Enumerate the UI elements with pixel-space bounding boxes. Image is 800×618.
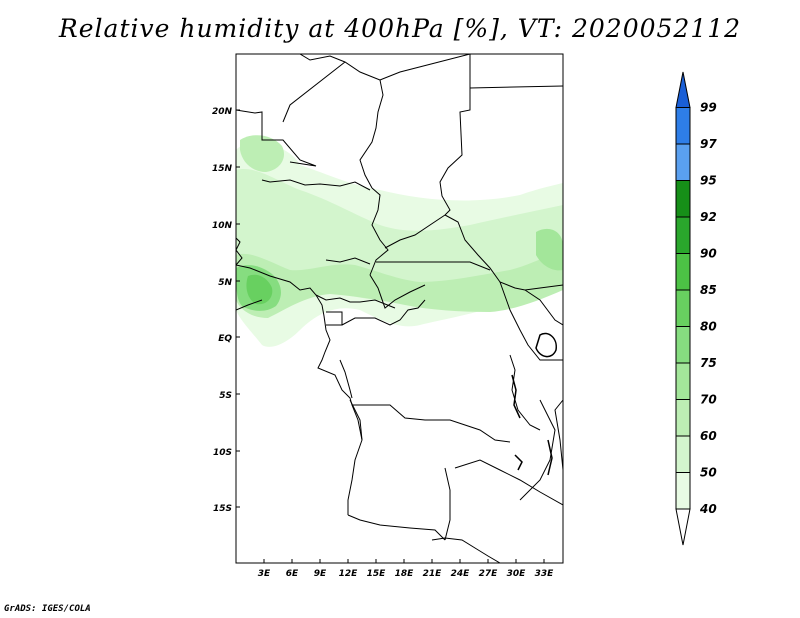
humidity-zone-60 <box>236 250 563 318</box>
colorbar-cell <box>675 253 691 291</box>
lon-tick-label: 27E <box>479 569 499 579</box>
colorbar-cell <box>675 289 691 327</box>
lat-tick-label: 15N <box>212 164 233 174</box>
colorbar-level-label: 70 <box>700 393 717 407</box>
lon-tick-label: 24E <box>451 569 471 579</box>
lon-tick-label: 6E <box>286 569 299 579</box>
colorbar-cell <box>675 435 691 473</box>
colorbar-cell <box>675 143 691 181</box>
lon-tick-label: 33E <box>535 569 555 579</box>
colorbar-level-label: 80 <box>700 320 717 334</box>
lon-tick-label: 3E <box>258 569 271 579</box>
colorbar-cell <box>675 362 691 400</box>
colorbar-cell <box>675 107 691 145</box>
lon-tick-label: 15E <box>367 569 387 579</box>
colorbar-cell <box>675 180 691 218</box>
colorbar-level-label: 40 <box>699 502 717 516</box>
lat-tick-label: 15S <box>213 504 232 514</box>
colorbar-cell <box>675 472 691 510</box>
colorbar-labels: 40 50 60 70 75 80 85 90 92 95 97 99 <box>699 101 717 517</box>
colorbar-level-label: 50 <box>700 466 717 480</box>
lon-tick-label: 9E <box>314 569 327 579</box>
chart-title: Relative humidity at 400hPa [%], VT: 202… <box>58 14 742 43</box>
lon-tick-label: 21E <box>423 569 443 579</box>
colorbar-cell <box>675 71 691 108</box>
colorbar-level-label: 92 <box>700 210 717 224</box>
grads-credit: GrADS: IGES/COLA <box>4 604 91 614</box>
lon-ticks <box>263 559 545 563</box>
lon-tick-label: 12E <box>339 569 359 579</box>
colorbar-level-label: 85 <box>700 283 717 297</box>
humidity-zone-north-patch <box>240 135 285 172</box>
humidity-zone-80 <box>246 274 273 305</box>
colorbar-level-label: 99 <box>700 101 717 115</box>
lat-tick-label: 10S <box>213 448 232 458</box>
colorbar-cell <box>675 508 691 546</box>
colorbar-level-label: 90 <box>700 247 717 261</box>
country-borders <box>236 54 563 563</box>
colorbar-cell <box>675 399 691 437</box>
map-frame <box>235 53 564 564</box>
colorbar-cells <box>675 71 691 546</box>
colorbar-level-label: 60 <box>700 429 717 443</box>
lakes <box>511 332 557 476</box>
lon-tick-label: 30E <box>507 569 527 579</box>
colorbar-cell <box>675 216 691 254</box>
lat-ticks <box>236 109 240 508</box>
colorbar-level-label: 95 <box>700 174 717 188</box>
lat-tick-label: EQ <box>218 334 232 344</box>
lat-tick-label: 10N <box>212 221 233 231</box>
lat-tick-label: 20N <box>212 107 233 117</box>
colorbar-level-label: 75 <box>700 356 717 370</box>
colorbar-level-label: 97 <box>700 137 717 151</box>
lat-axis: 20N 15N 10N 5N EQ 5S 10S 15S <box>212 107 233 514</box>
lon-tick-label: 18E <box>395 569 415 579</box>
colorbar-cell <box>675 326 691 364</box>
lat-tick-label: 5S <box>219 391 232 401</box>
lat-tick-label: 5N <box>218 278 232 288</box>
lon-axis: 3E 6E 9E 12E 15E 18E 21E 24E 27E 30E 33E <box>258 569 554 579</box>
humidity-zone-east-patch <box>536 228 563 271</box>
